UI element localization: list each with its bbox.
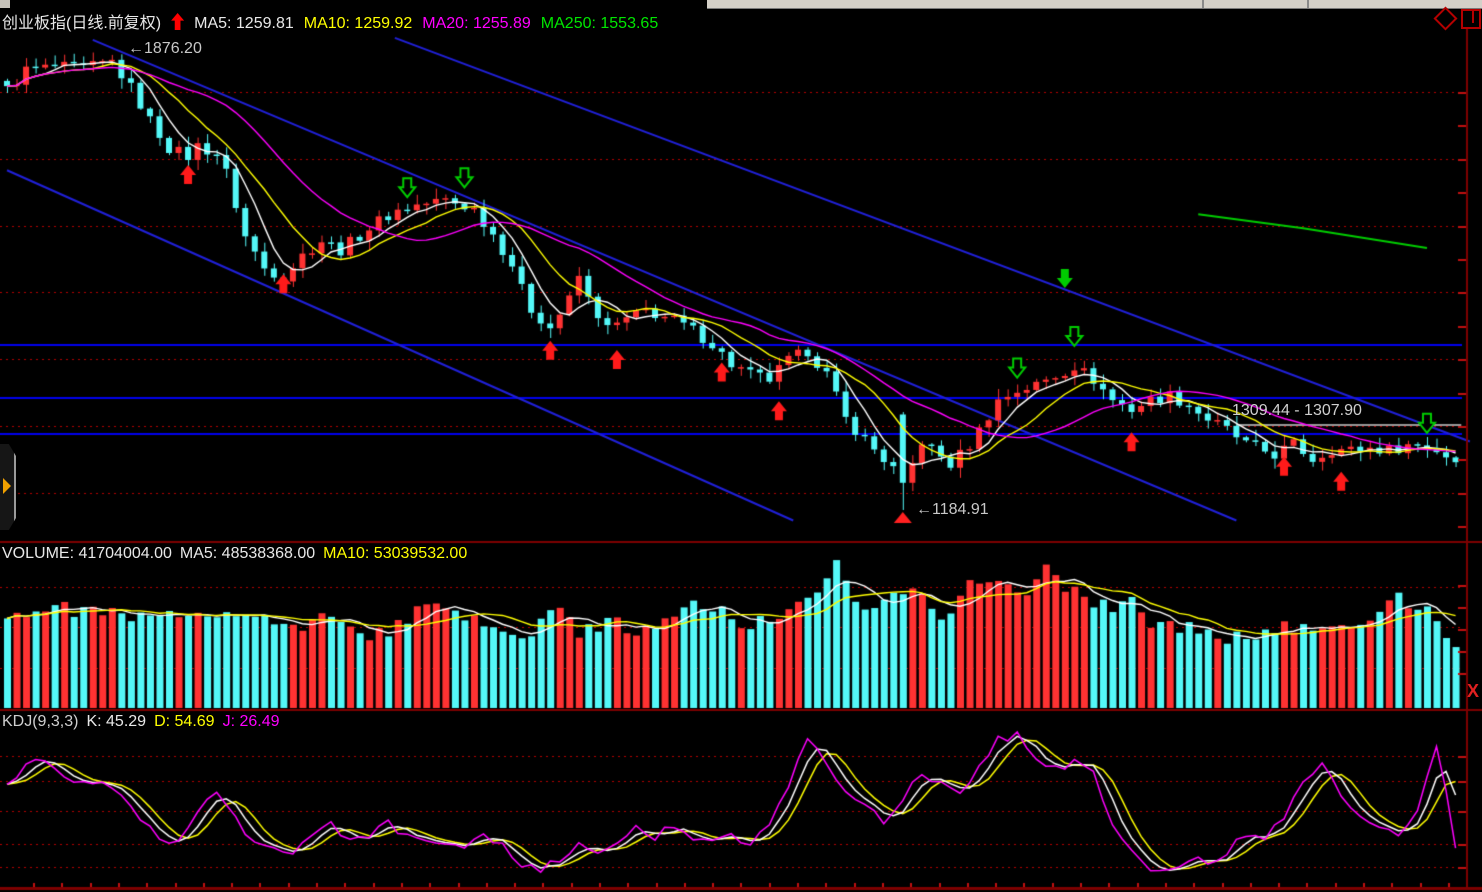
- strip-seam: [1202, 0, 1204, 8]
- strip-seam: [1307, 0, 1309, 8]
- volume-header: VOLUME: 41704004.00 MA5: 48538368.00 MA10:…: [2, 545, 475, 563]
- kdj-j-value: J: 26.49: [222, 713, 280, 730]
- kdj-header: KDJ(9,3,3) K: 45.29 D: 54.69 J: 26.49: [2, 713, 288, 731]
- split-window-icon[interactable]: [1461, 9, 1481, 29]
- sidebar-expand-handle[interactable]: [0, 444, 16, 530]
- volume-ma10: MA10: 53039532.00: [323, 545, 468, 562]
- toolbar-remnant-strip: [707, 0, 1482, 9]
- ma10-value: MA10: 1259.92: [303, 15, 413, 32]
- price-range-label: 1309.44 - 1307.90: [1232, 402, 1362, 419]
- kdj-k-value: K: 45.29: [86, 713, 147, 730]
- ma20-value: MA20: 1255.89: [422, 15, 531, 32]
- close-indicator-icon[interactable]: X: [1467, 681, 1480, 701]
- high-price-label: ←1876.20: [128, 40, 202, 57]
- instrument-title: 创业板指(日线.前复权): [2, 15, 162, 32]
- ma5-value: MA5: 1259.81: [194, 15, 294, 32]
- volume-ma5: MA5: 48538368.00: [179, 545, 316, 562]
- chart-header: 创业板指(日线.前复权) MA5: 1259.81 MA10: 1259.92 MA2…: [2, 9, 668, 33]
- window-corner: [0, 0, 10, 8]
- split-window-icon-bar: [1472, 11, 1474, 23]
- expand-arrow-icon: [3, 478, 11, 494]
- trend-up-arrow-icon: [171, 13, 185, 30]
- kdj-name: KDJ(9,3,3): [2, 713, 79, 730]
- kdj-d-value: D: 54.69: [154, 713, 215, 730]
- ma250-value: MA250: 1553.65: [540, 15, 659, 32]
- volume-value: VOLUME: 41704004.00: [2, 545, 172, 562]
- low-price-label: ←1184.91: [916, 501, 989, 518]
